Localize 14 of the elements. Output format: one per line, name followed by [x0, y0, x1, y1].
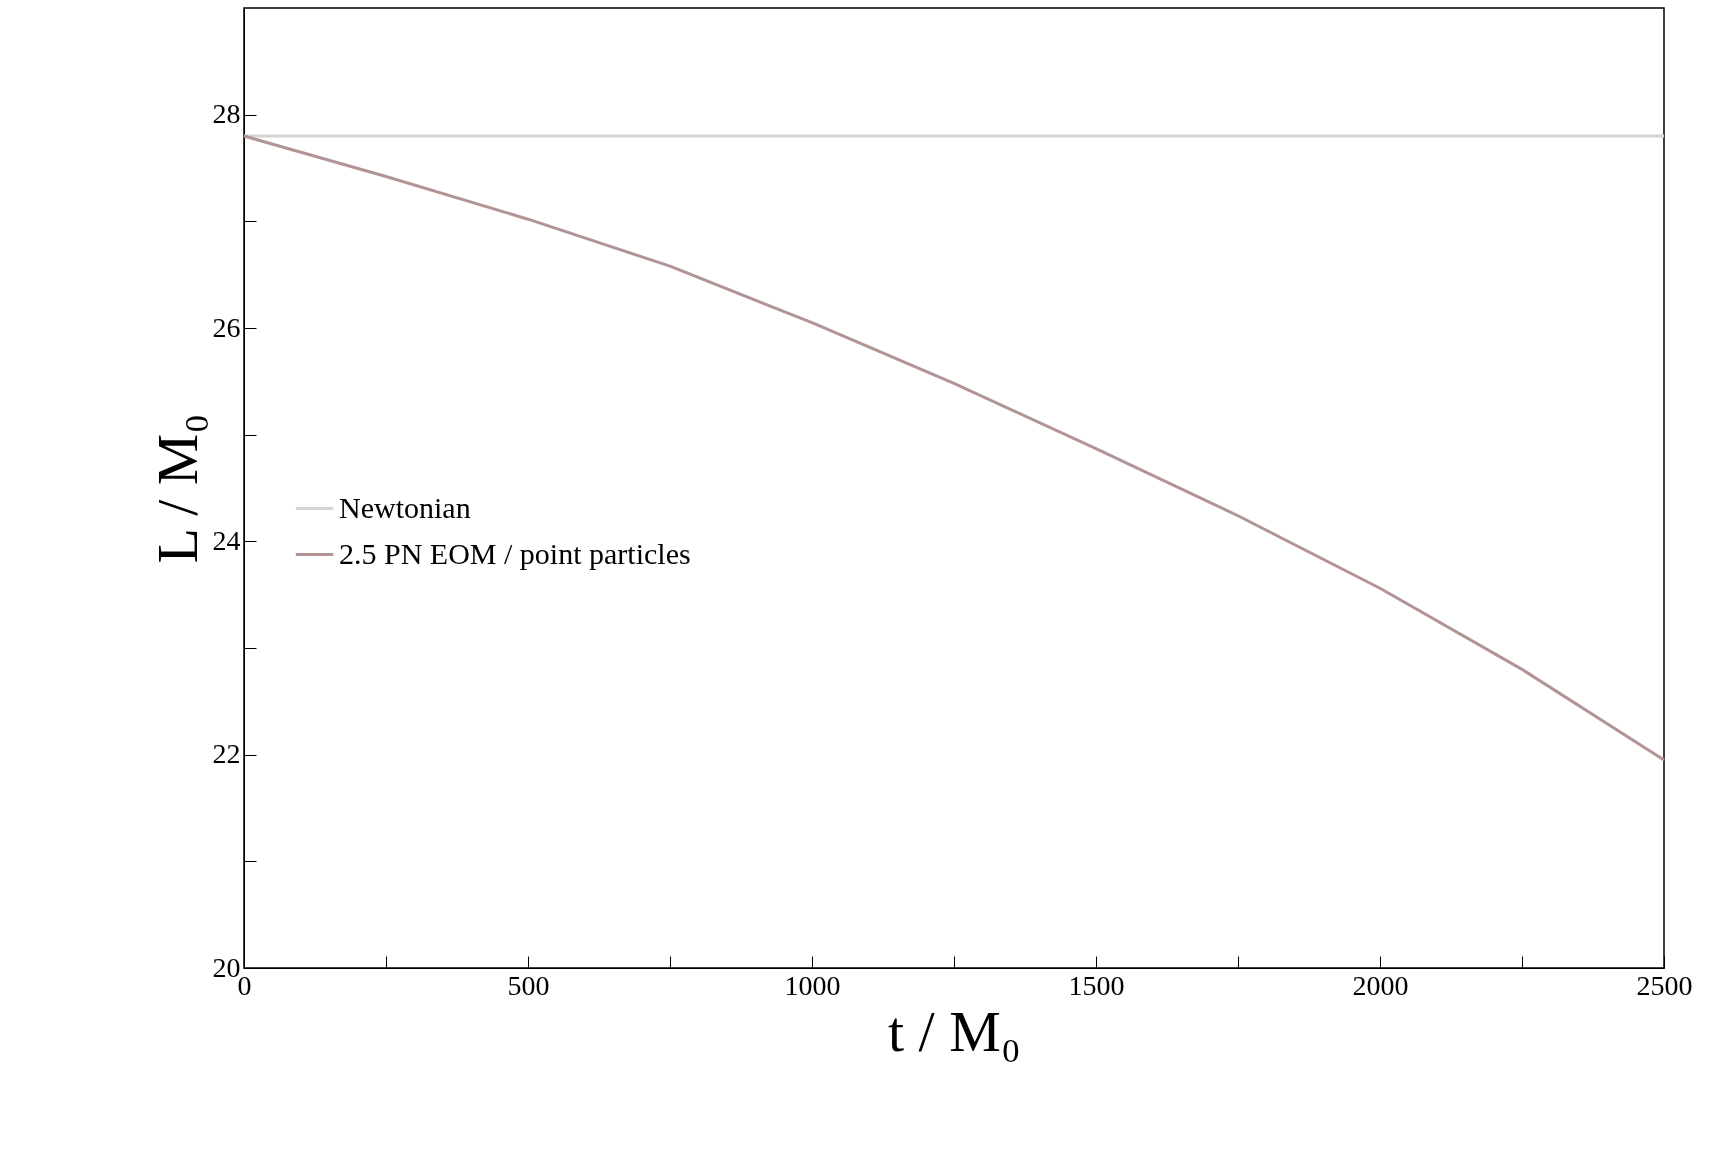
x-tick-label: 500 — [507, 969, 550, 1001]
legend-label: Newtonian — [339, 490, 471, 524]
x-axis-title: t / M₀ — [887, 998, 1022, 1064]
x-tick-label: 2000 — [1352, 969, 1409, 1001]
line-series — [242, 134, 1666, 762]
y-tick-label: 24 — [212, 524, 241, 556]
y-tick-label: 28 — [212, 98, 241, 130]
y-tick-label: 26 — [212, 311, 241, 343]
x-tick-label: 2500 — [1636, 969, 1693, 1001]
y-tick-label: 22 — [212, 738, 241, 770]
x-tick-label: 1000 — [784, 969, 841, 1001]
legend-label: 2.5 PN EOM / point particles — [339, 536, 691, 570]
x-tick-label: 1500 — [1068, 969, 1125, 1001]
y-axis-title: L / M₀ — [144, 413, 210, 564]
